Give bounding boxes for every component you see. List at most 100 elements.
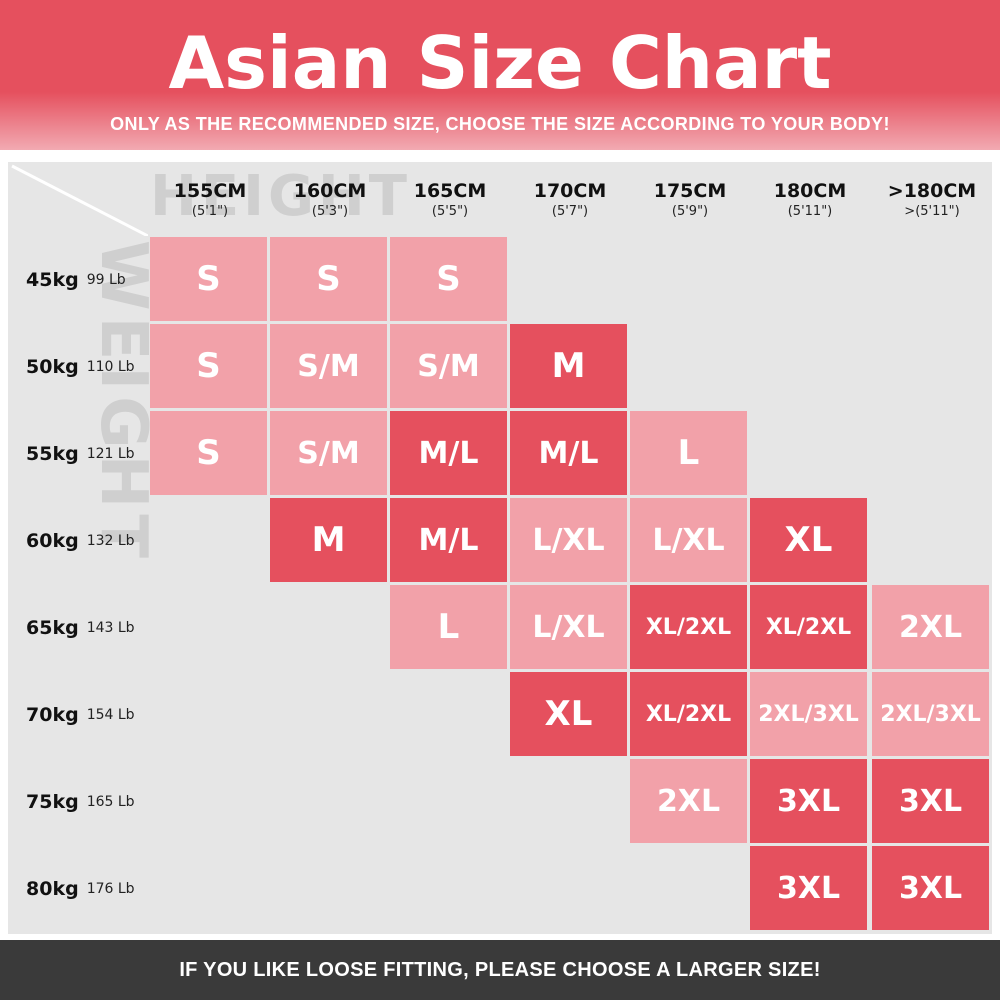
size-cell: M/L xyxy=(510,411,627,495)
size-cell: XL xyxy=(750,498,867,582)
height-ft-label: (5'7") xyxy=(551,204,589,219)
size-cell xyxy=(630,324,747,408)
height-column-header: 165CM (5'5") xyxy=(390,178,510,234)
weight-lb-label: 110 Lb xyxy=(86,359,135,375)
height-cm-label: >180CM xyxy=(887,180,977,202)
height-ft-label: (5'1") xyxy=(191,204,229,219)
size-cell: S xyxy=(390,237,507,321)
height-cm-label: 155CM xyxy=(173,180,247,202)
size-cell: M/L xyxy=(390,498,507,582)
weight-row-header: 60kg 132 Lb xyxy=(8,498,148,584)
page-subtitle: ONLY AS THE RECOMMENDED SIZE, CHOOSE THE… xyxy=(110,114,890,134)
size-cell: 3XL xyxy=(750,759,867,843)
weight-row-header: 70kg 154 Lb xyxy=(8,672,148,758)
size-cell: L/XL xyxy=(510,498,627,582)
weight-row-header: 75kg 165 Lb xyxy=(8,759,148,845)
size-cell xyxy=(630,237,747,321)
weight-kg-label: 75kg xyxy=(26,791,79,813)
height-cm-label: 160CM xyxy=(293,180,367,202)
weight-row-header: 55kg 121 Lb xyxy=(8,411,148,497)
size-cell: L xyxy=(390,585,507,669)
size-cell xyxy=(150,672,267,756)
size-cell: L/XL xyxy=(630,498,747,582)
weight-row-header: 45kg 99 Lb xyxy=(8,237,148,323)
size-cell: S xyxy=(270,237,387,321)
height-ft-label: (5'11") xyxy=(787,204,833,219)
size-cell: 2XL/3XL xyxy=(750,672,867,756)
height-cm-label: 165CM xyxy=(413,180,487,202)
size-cell xyxy=(150,585,267,669)
size-cell: S xyxy=(150,324,267,408)
weight-lb-label: 165 Lb xyxy=(86,794,135,810)
weight-lb-label: 99 Lb xyxy=(86,272,126,288)
size-cell xyxy=(630,846,747,930)
header-banner: Asian Size Chart ONLY AS THE RECOMMENDED… xyxy=(0,0,1000,150)
weight-kg-label: 60kg xyxy=(26,530,79,552)
size-cell: S/M xyxy=(270,411,387,495)
weight-row-header: 65kg 143 Lb xyxy=(8,585,148,671)
size-cell xyxy=(390,846,507,930)
weight-kg-label: 55kg xyxy=(26,443,79,465)
height-ft-label: >(5'11") xyxy=(904,204,960,219)
size-cell: 3XL xyxy=(872,759,989,843)
size-cell xyxy=(750,324,867,408)
size-cell: L xyxy=(630,411,747,495)
size-cell xyxy=(872,498,989,582)
weight-kg-label: 45kg xyxy=(26,269,79,291)
size-cell: 2XL xyxy=(872,585,989,669)
height-column-header: >180CM >(5'11") xyxy=(872,178,992,234)
height-column-header: 180CM (5'11") xyxy=(750,178,870,234)
size-cell xyxy=(872,324,989,408)
size-cell xyxy=(270,846,387,930)
size-cell xyxy=(872,237,989,321)
size-cell xyxy=(510,759,627,843)
size-cell: XL xyxy=(510,672,627,756)
height-watermark: HEIGHT xyxy=(150,166,411,228)
size-cell xyxy=(270,759,387,843)
height-column-header: 170CM (5'7") xyxy=(510,178,630,234)
size-cell: 3XL xyxy=(750,846,867,930)
height-ft-label: (5'5") xyxy=(431,204,469,219)
weight-lb-label: 176 Lb xyxy=(86,881,135,897)
size-cell xyxy=(872,411,989,495)
size-cell xyxy=(150,759,267,843)
height-ft-label: (5'9") xyxy=(671,204,709,219)
size-cell xyxy=(270,585,387,669)
size-cell xyxy=(750,411,867,495)
size-cell: XL/2XL xyxy=(750,585,867,669)
size-cell: M xyxy=(270,498,387,582)
weight-kg-label: 80kg xyxy=(26,878,79,900)
weight-row-header: 50kg 110 Lb xyxy=(8,324,148,410)
weight-kg-label: 65kg xyxy=(26,617,79,639)
height-cm-label: 175CM xyxy=(653,180,727,202)
weight-lb-label: 132 Lb xyxy=(86,533,135,549)
size-cell: 3XL xyxy=(872,846,989,930)
size-cell xyxy=(510,237,627,321)
weight-kg-label: 70kg xyxy=(26,704,79,726)
weight-lb-label: 143 Lb xyxy=(86,620,135,636)
height-cm-label: 180CM xyxy=(773,180,847,202)
footer-banner: IF YOU LIKE LOOSE FITTING, PLEASE CHOOSE… xyxy=(0,940,1000,1000)
footer-note: IF YOU LIKE LOOSE FITTING, PLEASE CHOOSE… xyxy=(179,958,821,981)
size-cell: 2XL/3XL xyxy=(872,672,989,756)
size-cell: M xyxy=(510,324,627,408)
size-cell xyxy=(150,846,267,930)
size-cell: L/XL xyxy=(510,585,627,669)
size-cell xyxy=(390,759,507,843)
size-cell: M/L xyxy=(390,411,507,495)
size-cell: XL/2XL xyxy=(630,585,747,669)
size-cell xyxy=(750,237,867,321)
height-ft-label: (5'3") xyxy=(311,204,349,219)
height-cm-label: 170CM xyxy=(533,180,607,202)
weight-lb-label: 154 Lb xyxy=(86,707,135,723)
size-cell xyxy=(390,672,507,756)
size-cell: S/M xyxy=(390,324,507,408)
weight-watermark: WEIGHT xyxy=(86,240,160,564)
weight-lb-label: 121 Lb xyxy=(86,446,135,462)
size-cell: S xyxy=(150,237,267,321)
size-cell: XL/2XL xyxy=(630,672,747,756)
size-cell xyxy=(150,498,267,582)
size-cell xyxy=(270,672,387,756)
size-cell: 2XL xyxy=(630,759,747,843)
weight-row-header: 80kg 176 Lb xyxy=(8,846,148,932)
